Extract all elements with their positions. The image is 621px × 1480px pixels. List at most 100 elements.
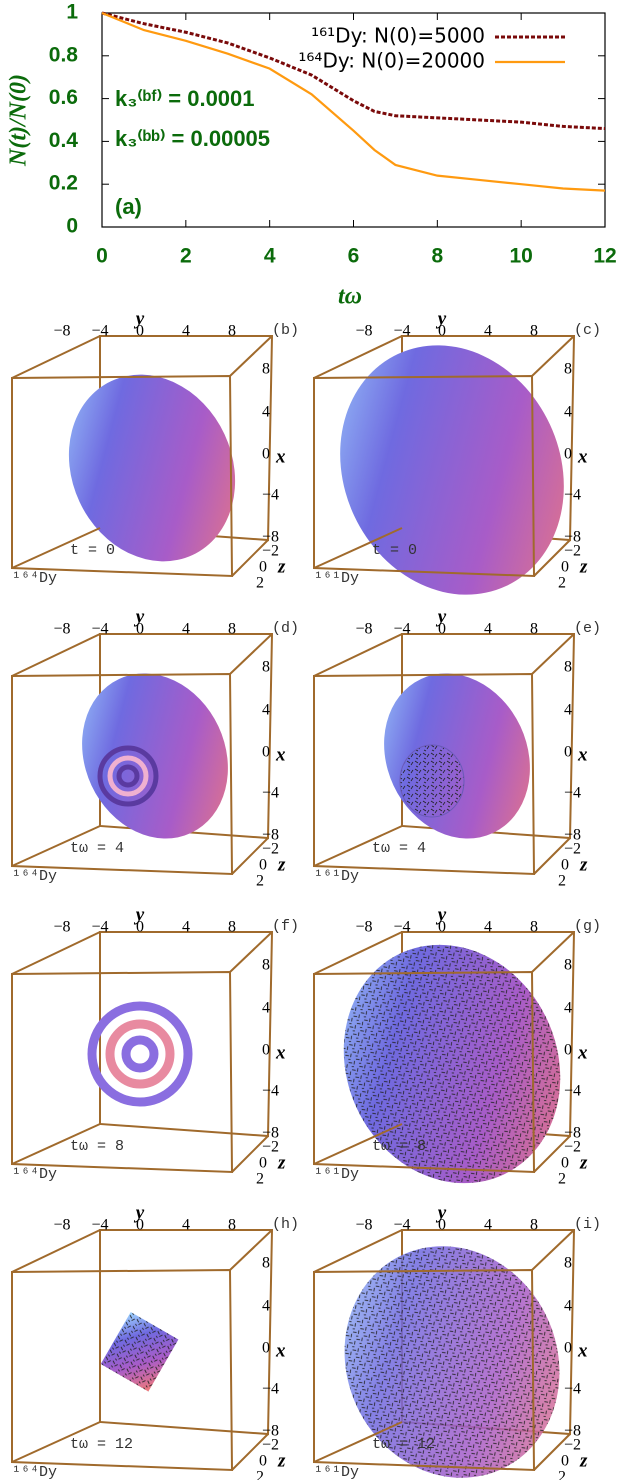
right-tick-label: 8: [564, 957, 572, 974]
box-edge: [11, 335, 101, 379]
box-edge: [533, 1433, 571, 1471]
annotation: (a): [115, 194, 142, 219]
isotope-label: ¹⁶¹Dy: [314, 570, 359, 587]
top-tick-label: −4: [393, 323, 410, 340]
y-tick-label: 0: [66, 215, 78, 238]
box-edge: [11, 1229, 101, 1273]
box-edge: [531, 1229, 575, 1271]
right-tick-label: −4: [564, 1381, 581, 1398]
axis-name: z: [277, 556, 286, 577]
y-axis-label: N(t)/N(0): [6, 74, 32, 167]
isotope-label: ¹⁶⁴Dy: [12, 868, 57, 885]
top-tick-label: −4: [91, 1217, 108, 1234]
right-tick-label: 0: [262, 744, 270, 761]
axis-name: y: [436, 904, 447, 925]
axis-name: z: [277, 1152, 286, 1173]
box-edge: [11, 1123, 101, 1165]
top-tick-label: 0: [438, 1217, 446, 1234]
top-tick-label: −8: [53, 1217, 70, 1234]
axis-name: x: [577, 1340, 588, 1361]
box-edge: [313, 1229, 403, 1273]
y-tick-label: 0.8: [49, 43, 79, 66]
box-edge: [231, 837, 269, 875]
panel-letter: (c): [574, 322, 601, 339]
top-tick-label: −8: [53, 919, 70, 936]
box-edge: [11, 931, 101, 975]
axis-name: z: [579, 854, 588, 875]
top-tick-label: 8: [228, 1217, 236, 1234]
panel-letter: (g): [574, 918, 601, 935]
y-tick-label: 0.6: [49, 86, 78, 109]
axis-name: y: [134, 904, 145, 925]
z-tick-label: −2: [564, 1437, 581, 1454]
annotation: k₃⁽ᵇᵇ⁾ = 0.00005: [115, 126, 270, 151]
vortex-ring: [97, 745, 159, 807]
right-tick-label: −4: [262, 785, 279, 802]
right-tick-label: −4: [262, 1381, 279, 1398]
right-tick-label: 4: [262, 702, 270, 719]
top-tick-label: 8: [530, 621, 538, 638]
right-tick-label: 8: [262, 1255, 270, 1272]
box-edge: [531, 633, 575, 675]
x-axis-label: tω: [338, 284, 362, 310]
right-tick-label: 8: [564, 659, 572, 676]
z-tick-label: 2: [558, 1469, 566, 1480]
box-edge: [11, 1421, 101, 1463]
x-tick-label: 0: [96, 245, 108, 268]
axis-name: y: [436, 606, 447, 627]
top-tick-label: 0: [136, 621, 144, 638]
box-edge: [229, 931, 273, 973]
y-tick-label: 0.4: [49, 129, 79, 152]
top-tick-label: 0: [438, 323, 446, 340]
top-tick-label: 4: [182, 621, 190, 638]
axis-name: x: [275, 446, 286, 467]
right-tick-label: 8: [564, 1255, 572, 1272]
isotope-label: ¹⁶⁴Dy: [12, 1464, 57, 1480]
right-tick-label: 4: [262, 404, 270, 421]
right-tick-label: −8: [564, 529, 581, 546]
right-tick-label: 0: [564, 1340, 572, 1357]
time-label: tω = 12: [70, 1436, 133, 1453]
axis-name: y: [436, 308, 447, 329]
axis-name: y: [134, 1202, 145, 1223]
axis-name: x: [577, 1042, 588, 1063]
isotope-label: ¹⁶¹Dy: [314, 868, 359, 885]
axis-name: z: [579, 1152, 588, 1173]
top-tick-label: 0: [438, 919, 446, 936]
top-tick-label: 8: [530, 919, 538, 936]
z-tick-label: 0: [561, 1155, 569, 1172]
vortex-ring: [105, 1019, 175, 1089]
box-edge: [531, 931, 575, 973]
x-tick-label: 4: [264, 245, 276, 268]
top-tick-label: 0: [438, 621, 446, 638]
top-tick-label: −8: [355, 1217, 372, 1234]
box-edge: [313, 633, 403, 677]
box-edge: [531, 335, 575, 377]
z-tick-label: −2: [564, 1139, 581, 1156]
density-surface: [340, 345, 564, 595]
axis-name: x: [275, 1042, 286, 1063]
top-tick-label: −4: [91, 621, 108, 638]
right-tick-label: 4: [564, 404, 572, 421]
axis-name: y: [134, 606, 145, 627]
z-tick-label: 2: [558, 1171, 566, 1188]
z-tick-label: −2: [564, 841, 581, 858]
right-tick-label: −4: [564, 487, 581, 504]
turbulent-core: [343, 944, 561, 1184]
axis-name: z: [579, 556, 588, 577]
z-tick-label: 0: [259, 1453, 267, 1470]
time-label: tω = 4: [372, 840, 426, 857]
right-tick-label: −4: [262, 487, 279, 504]
top-tick-label: 4: [182, 1217, 190, 1234]
panel-letter: (i): [574, 1216, 601, 1233]
right-tick-label: −8: [564, 827, 581, 844]
axis-name: z: [277, 854, 286, 875]
top-tick-label: −4: [393, 1217, 410, 1234]
axis-name: z: [277, 1450, 286, 1471]
axis-name: x: [275, 744, 286, 765]
top-tick-label: 8: [228, 919, 236, 936]
